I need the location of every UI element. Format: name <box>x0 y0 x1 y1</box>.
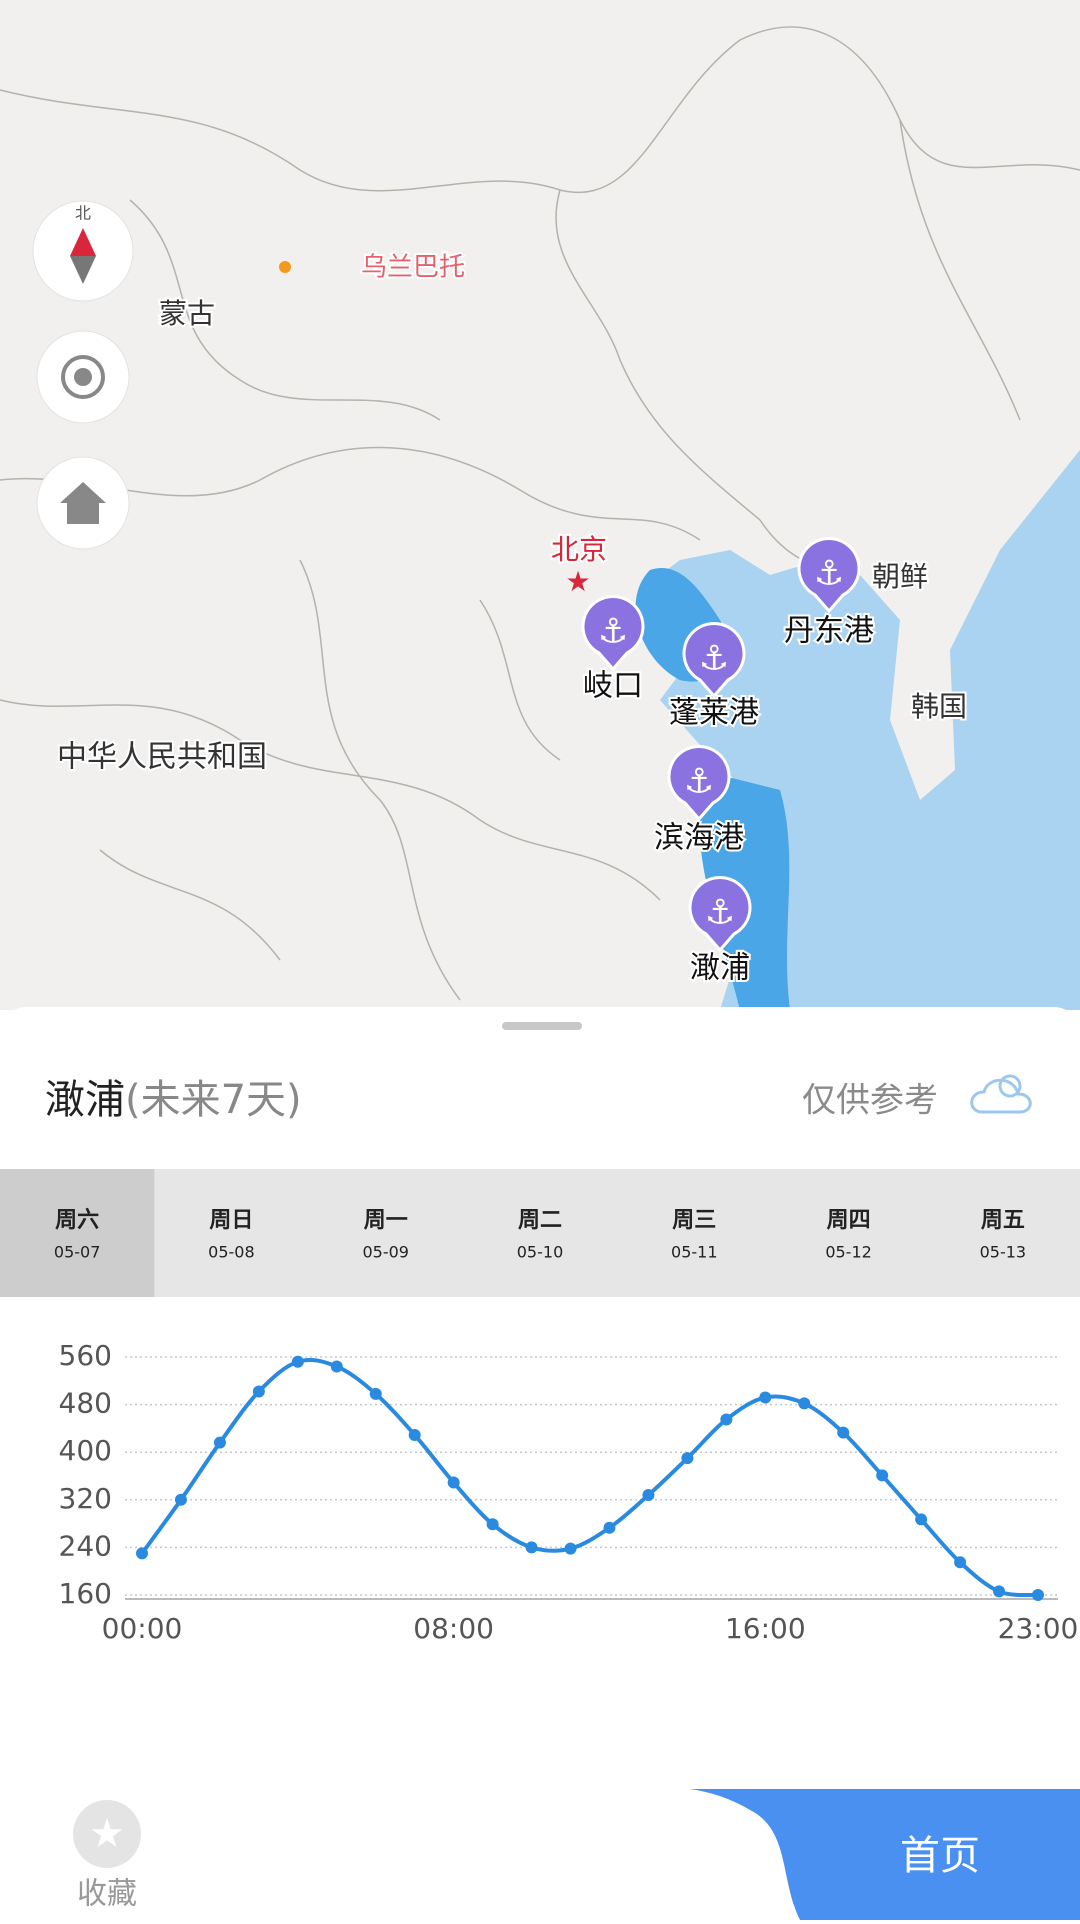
x-tick-label: 16:00 <box>725 1612 806 1645</box>
y-tick-label: 400 <box>59 1434 112 1467</box>
day-name: 周三 <box>672 1208 716 1233</box>
home-tab-bg[interactable] <box>690 1789 1080 1920</box>
tide-point <box>369 1387 382 1400</box>
port-marker[interactable] <box>667 745 731 822</box>
day-date: 05-11 <box>671 1243 718 1262</box>
day-date: 05-13 <box>980 1243 1027 1262</box>
sheet-title: 澉浦(未来7天) <box>45 1077 302 1123</box>
borders <box>0 26 1080 1001</box>
y-tick-label: 480 <box>59 1387 112 1420</box>
sea <box>640 450 1080 1010</box>
capital-star: ★ <box>565 565 590 598</box>
map-label: 韩国 <box>911 690 967 723</box>
y-tick-label: 320 <box>59 1482 112 1515</box>
favorite-label[interactable]: 收藏 <box>77 1877 137 1912</box>
day-tab[interactable] <box>308 1169 464 1297</box>
tide-point <box>915 1513 928 1526</box>
tide-point <box>252 1385 265 1398</box>
map-label: 中华人民共和国 <box>57 740 267 775</box>
tide-point <box>759 1391 772 1404</box>
locate-button[interactable] <box>36 330 130 424</box>
tide-point <box>681 1452 694 1465</box>
x-tick-label: 08:00 <box>413 1612 494 1645</box>
day-name: 周六 <box>55 1208 99 1233</box>
day-tab[interactable] <box>771 1169 927 1297</box>
port-label[interactable]: 蓬莱港 <box>667 694 761 733</box>
day-tab[interactable] <box>462 1169 618 1297</box>
port-label[interactable]: 滨海港 <box>652 819 746 858</box>
day-name: 周五 <box>981 1208 1025 1233</box>
day-tab[interactable] <box>0 1169 155 1297</box>
day-date: 05-07 <box>54 1243 101 1262</box>
tide-point <box>136 1547 148 1560</box>
anchor-icon: ⚓ <box>699 639 729 679</box>
tide-point <box>564 1542 577 1555</box>
tide-point <box>330 1360 343 1373</box>
map-label: 乌兰巴托 <box>361 253 465 283</box>
day-date: 05-09 <box>362 1243 409 1262</box>
tide-point <box>408 1428 421 1441</box>
anchor-icon: ⚓ <box>705 893 735 933</box>
day-date: 05-10 <box>517 1243 564 1262</box>
favorite-icon[interactable] <box>73 1800 141 1868</box>
y-tick-label: 560 <box>59 1339 112 1372</box>
day-tab[interactable] <box>925 1169 1080 1297</box>
day-name: 周二 <box>518 1208 562 1233</box>
tide-point <box>603 1521 616 1534</box>
day-date: 05-12 <box>825 1243 872 1262</box>
y-tick-label: 160 <box>59 1577 112 1610</box>
day-name: 周四 <box>827 1208 871 1233</box>
tide-point <box>213 1436 226 1449</box>
tide-point <box>525 1541 538 1554</box>
tide-point <box>876 1469 889 1482</box>
range: (未来7天) <box>125 1077 302 1123</box>
x-tick-label: 23:00 <box>998 1612 1079 1645</box>
favorite-star: ★ <box>89 1811 125 1857</box>
day-tab[interactable] <box>617 1169 772 1297</box>
port-marker[interactable] <box>688 876 752 953</box>
city-dot <box>279 261 291 273</box>
tide-point <box>486 1518 499 1531</box>
tide-point <box>1032 1589 1044 1601</box>
tide-point <box>798 1397 811 1410</box>
port-label[interactable]: 澉浦 <box>688 949 752 988</box>
home-map-button[interactable] <box>36 456 130 550</box>
y-tick-label: 240 <box>59 1529 112 1562</box>
day-name: 周一 <box>364 1208 408 1233</box>
drag-handle[interactable] <box>502 1022 582 1030</box>
tide-point <box>174 1493 187 1506</box>
anchor-icon: ⚓ <box>598 612 628 652</box>
bottom-sheet <box>0 1007 1080 1807</box>
note: 仅供参考 <box>802 1081 938 1121</box>
port-name: 澉浦 <box>45 1077 125 1123</box>
weather-icon <box>970 1074 1032 1114</box>
tide-point <box>720 1413 733 1426</box>
tide-point <box>291 1355 304 1368</box>
port-marker[interactable] <box>682 622 746 699</box>
day-date: 05-08 <box>208 1243 255 1262</box>
tide-point <box>447 1476 460 1489</box>
port-label[interactable]: 丹东港 <box>782 612 876 651</box>
port-label[interactable]: 岐口 <box>581 667 645 706</box>
port-marker[interactable] <box>797 537 861 614</box>
map-label: 蒙古 <box>159 297 215 330</box>
x-tick-label: 00:00 <box>102 1612 183 1645</box>
anchor-icon: ⚓ <box>814 554 844 594</box>
anchor-icon: ⚓ <box>684 762 714 802</box>
day-name: 周日 <box>209 1208 253 1233</box>
compass-button[interactable] <box>32 200 134 302</box>
tide-point <box>993 1585 1006 1598</box>
home-label[interactable]: 首页 <box>900 1833 980 1879</box>
compass-label: 北 <box>75 204 91 223</box>
tide-point <box>954 1556 967 1569</box>
map-label: 朝鲜 <box>872 560 928 593</box>
day-tab[interactable] <box>154 1169 310 1297</box>
tide-point <box>642 1489 655 1502</box>
port-marker[interactable] <box>581 595 645 672</box>
tide-point <box>837 1426 850 1439</box>
map-label: 北京 <box>551 533 607 566</box>
